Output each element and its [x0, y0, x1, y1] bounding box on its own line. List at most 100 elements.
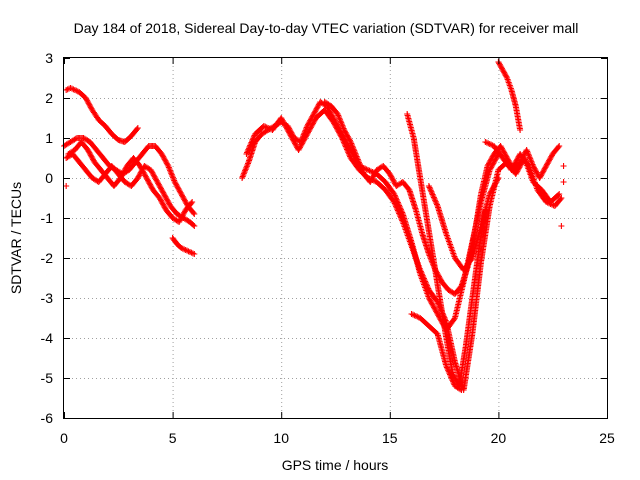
point-arc-2: [158, 187, 165, 193]
point-arc-6: [391, 191, 398, 197]
point-arc-10: [448, 375, 455, 382]
point-arc-3: [157, 196, 164, 203]
point-arc-2: [151, 173, 158, 180]
point-arc-7: [301, 136, 308, 143]
point-arc-10: [412, 313, 419, 319]
point-arc-2: [153, 177, 160, 184]
point-arc-4: [87, 103, 94, 109]
point-arc-7: [424, 284, 431, 291]
point-arc-7: [284, 127, 291, 133]
point-arc-7: [285, 128, 292, 135]
y-tick-label: -2: [41, 250, 54, 266]
point-arc-2: [165, 199, 172, 205]
point-arc-12: [501, 71, 508, 77]
point-arc-6: [451, 316, 458, 323]
point-arc-7: [555, 192, 562, 198]
point-arc-13: [509, 165, 516, 172]
point-arc-8: [486, 159, 493, 165]
point-arc-7: [286, 131, 293, 137]
point-arc-7: [417, 267, 424, 273]
point-arc-7: [292, 141, 299, 148]
point-arc-12: [517, 127, 524, 133]
point-arc-7: [337, 132, 344, 139]
point-arc-1: [179, 192, 186, 199]
point-arc-11: [428, 188, 435, 195]
point-arc-1: [163, 160, 170, 167]
point-arc-8: [498, 144, 505, 151]
point-arc-3: [120, 169, 127, 176]
point-arc-8: [386, 171, 393, 177]
point-arc-5: [185, 248, 192, 255]
point-arc-3: [137, 163, 144, 169]
point-arc-1: [182, 199, 189, 205]
point-arc-8: [369, 175, 376, 181]
point-arc-2: [159, 188, 166, 195]
point-arc-7: [392, 201, 399, 208]
point-arc-6: [310, 111, 317, 117]
point-arc-11: [431, 195, 438, 202]
point-arc-13: [510, 163, 517, 169]
point-arc-8: [541, 167, 548, 173]
point-arc-7: [249, 138, 256, 145]
point-arc-7: [335, 128, 342, 135]
point-arc-3: [87, 152, 94, 159]
y-tick-label: 1: [45, 130, 53, 146]
point-arc-7: [263, 124, 270, 131]
point-arc-7: [340, 139, 347, 146]
point-arc-10: [450, 378, 457, 385]
point-isolated: [63, 183, 70, 189]
point-arc-3: [118, 172, 125, 179]
point-arc-10: [408, 311, 415, 317]
point-arc-7: [302, 133, 309, 140]
point-arc-8: [484, 163, 491, 169]
point-arc-8: [344, 133, 351, 140]
point-arc-6: [311, 109, 318, 116]
point-arc-3: [144, 177, 151, 184]
point-arc-8: [539, 169, 546, 176]
x-tick-label: 25: [599, 430, 615, 446]
point-arc-1: [190, 209, 197, 216]
point-arc-6: [434, 311, 441, 317]
point-arc-2: [163, 196, 170, 203]
point-arc-3: [119, 171, 126, 177]
point-arc-1: [173, 183, 180, 189]
point-arc-8: [489, 153, 496, 160]
point-arc-7: [279, 117, 286, 124]
point-arc-3: [176, 219, 183, 225]
point-arc-7: [289, 135, 296, 141]
point-arc-11: [487, 189, 494, 196]
point-arc-7: [307, 124, 314, 131]
point-arc-8: [457, 284, 464, 291]
point-arc-4: [82, 95, 89, 101]
point-arc-2: [152, 175, 159, 181]
point-arc-3: [189, 199, 196, 205]
point-arc-11: [490, 184, 497, 191]
point-arc-11: [488, 187, 495, 193]
point-arc-7: [419, 271, 426, 278]
point-arc-7: [286, 129, 293, 136]
point-arc-8: [387, 172, 394, 179]
point-arc-6: [391, 192, 398, 199]
point-arc-10: [447, 373, 454, 379]
point-arc-4: [68, 85, 75, 92]
point-arc-7: [393, 203, 400, 210]
point-arc-1: [179, 193, 186, 200]
point-arc-4: [73, 87, 80, 94]
point-arc-5: [191, 251, 198, 257]
point-arc-3: [122, 165, 129, 172]
point-arc-4: [63, 87, 70, 93]
point-arc-10: [448, 374, 455, 381]
point-arc-6: [314, 104, 321, 111]
point-arc-8: [388, 173, 395, 180]
point-arc-8: [541, 165, 548, 172]
point-arc-6: [425, 295, 432, 301]
point-arc-2: [155, 181, 162, 188]
point-arc-3: [117, 175, 124, 181]
point-arc-7: [343, 146, 350, 153]
point-arc-3: [144, 176, 151, 183]
point-arc-8: [388, 175, 395, 181]
point-arc-6: [366, 167, 373, 174]
point-arc-3: [142, 173, 149, 180]
point-arc-7: [289, 136, 296, 143]
point-arc-1: [180, 195, 187, 201]
